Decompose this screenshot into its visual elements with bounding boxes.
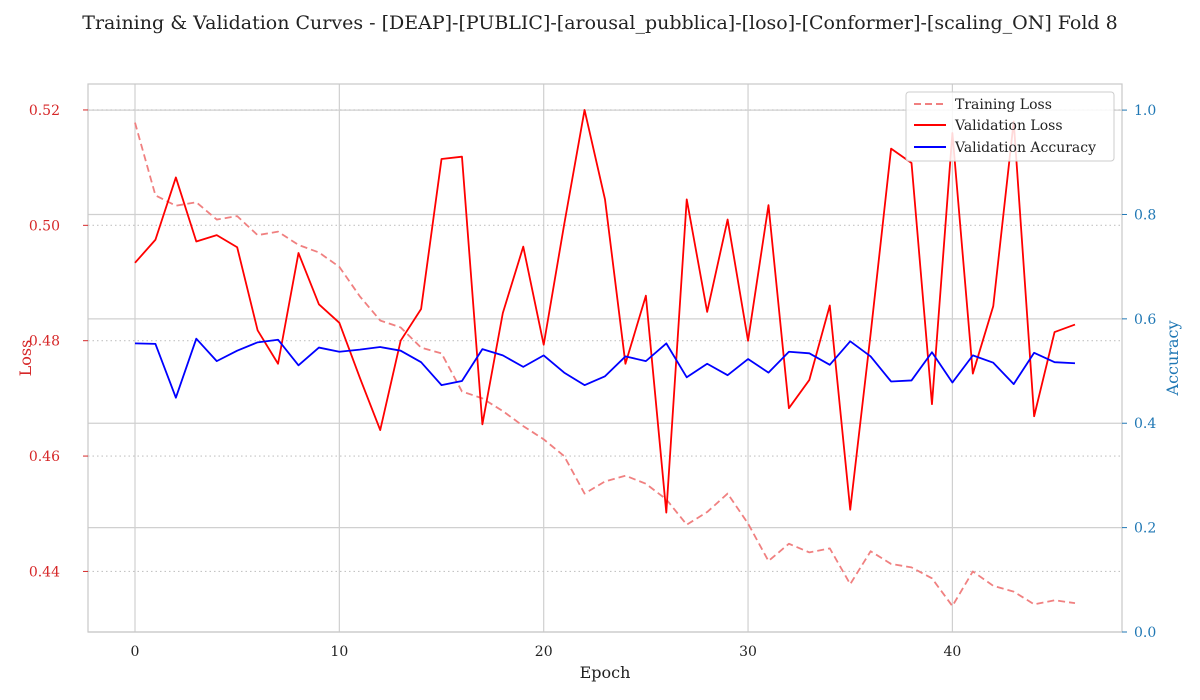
legend-label-training-loss: Training Loss — [955, 97, 1052, 113]
legend: Training Loss Validation Loss Validation… — [905, 91, 1115, 162]
x-tick-label: 40 — [943, 644, 961, 660]
series-validation-accuracy — [134, 337, 1076, 399]
series-training-loss — [134, 122, 1076, 607]
y-tick-label-left: 0.46 — [29, 449, 60, 465]
y-tick-label-right: 1.0 — [1134, 103, 1156, 119]
series-layer — [134, 109, 1076, 607]
y-tick-label-right: 0.4 — [1134, 416, 1156, 432]
y-tick-label-right: 0.0 — [1134, 625, 1156, 641]
legend-label-validation-accuracy: Validation Accuracy — [954, 140, 1096, 156]
y-tick-label-left: 0.50 — [29, 218, 60, 234]
y-tick-label-left: 0.52 — [29, 103, 60, 119]
plot-frame — [87, 83, 1123, 633]
chart-title: Training & Validation Curves - [DEAP]-[P… — [82, 12, 1117, 34]
legend-box — [905, 91, 1115, 162]
x-tick-label: 0 — [131, 644, 140, 660]
x-tick-label: 30 — [739, 644, 757, 660]
grid-lines — [88, 84, 1122, 633]
series-validation-loss — [134, 109, 1076, 514]
y-tick-label-right: 0.8 — [1134, 207, 1156, 223]
y-tick-label-right: 0.6 — [1134, 312, 1156, 328]
y-tick-label-left: 0.44 — [29, 564, 60, 580]
x-tick-label: 20 — [535, 644, 553, 660]
x-axis-label: Epoch — [580, 663, 631, 682]
y-axis-right-label: Accuracy — [1163, 321, 1182, 397]
y-tick-label-left: 0.48 — [29, 334, 60, 350]
y-axis-left-label: Loss — [16, 340, 35, 377]
tick-labels: 0 10 20 30 40 0.0 0.2 0.4 0.6 0.8 1.0 0.44 0.46 0.48 0… — [29, 103, 1157, 660]
y-tick-label-right: 0.2 — [1134, 521, 1156, 537]
x-tick-label: 10 — [330, 644, 348, 660]
legend-label-validation-loss: Validation Loss — [954, 118, 1063, 134]
